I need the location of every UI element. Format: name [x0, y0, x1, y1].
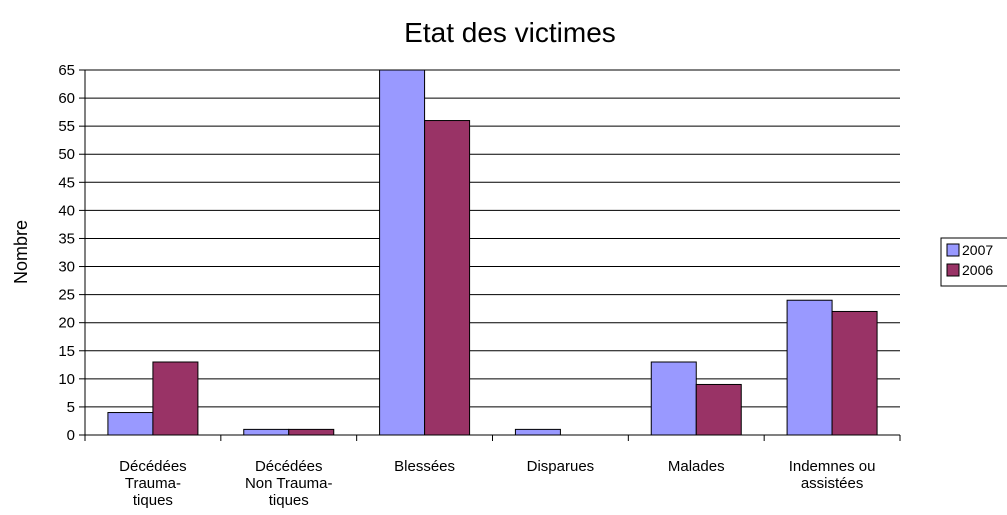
bar-2007-0 [107, 412, 154, 436]
y-tick-label: 25 [58, 287, 75, 304]
legend-swatch-2006 [946, 263, 960, 277]
y-tick-label: 35 [58, 230, 75, 247]
bar-2007-2 [379, 69, 426, 436]
bar-2007-3 [514, 428, 561, 436]
bar-2006-0 [152, 361, 199, 436]
x-category-labels: Décédées Trauma-tiques Décédées Non Trauma-… [119, 458, 875, 509]
y-tick-labels: 0 5 10 15 20 25 30 35 40 45 50 55 60 65 [58, 62, 85, 444]
y-tick-label: 30 [58, 259, 75, 276]
bar-2007-4 [650, 361, 697, 436]
y-tick-label: 65 [58, 62, 75, 79]
y-tick-label: 45 [58, 174, 75, 191]
legend-label-2006: 2006 [962, 262, 993, 278]
axes [84, 70, 901, 441]
bar-2006-2 [424, 120, 471, 436]
x-category-label: Décédées Non Trauma-tiques [245, 458, 333, 509]
x-category-label: Blessées [394, 458, 455, 475]
bar-2006-1 [288, 428, 335, 436]
y-tick-label: 60 [58, 90, 75, 107]
bar-2007-1 [243, 428, 290, 436]
y-tick-label: 15 [58, 343, 75, 360]
x-category-label: Indemnes ou assistées [789, 458, 876, 492]
bar-2007-5 [786, 299, 833, 436]
y-tick-label: 50 [58, 146, 75, 163]
x-category-label: Décédées Trauma-tiques [119, 458, 187, 509]
bars [107, 69, 878, 436]
y-tick-label: 40 [58, 202, 75, 219]
y-tick-label: 5 [67, 399, 75, 416]
chart-title: Etat des victimes [404, 17, 616, 48]
y-tick-label: 0 [67, 427, 75, 444]
gridlines [85, 69, 900, 408]
legend: 2007 2006 [940, 237, 1007, 287]
x-category-label: Disparues [527, 458, 595, 475]
y-tick-label: 55 [58, 118, 75, 135]
legend-swatch-2007 [946, 243, 960, 257]
x-category-label: Malades [668, 458, 725, 475]
bar-2006-4 [695, 383, 742, 436]
bar-2006-5 [831, 310, 878, 436]
y-axis-label: Nombre [11, 220, 31, 284]
legend-label-2007: 2007 [962, 242, 993, 258]
y-tick-label: 20 [58, 315, 75, 332]
y-tick-label: 10 [58, 371, 75, 388]
